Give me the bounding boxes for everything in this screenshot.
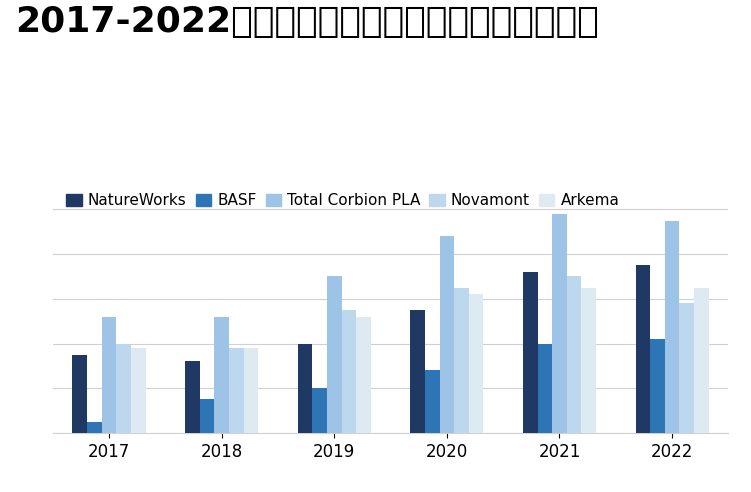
Bar [425, 370, 439, 433]
Bar [680, 303, 694, 433]
Bar [72, 355, 87, 433]
Bar [538, 343, 552, 433]
Bar [523, 272, 538, 433]
Bar [454, 288, 469, 433]
Bar [581, 288, 596, 433]
Bar [297, 343, 312, 433]
Bar [552, 214, 567, 433]
Bar [200, 400, 214, 433]
Bar [650, 339, 665, 433]
Bar [243, 348, 258, 433]
Bar [342, 310, 356, 433]
Bar [229, 348, 243, 433]
Bar [694, 288, 709, 433]
Bar [185, 362, 200, 433]
Bar [87, 422, 101, 433]
Bar [327, 277, 342, 433]
Bar [635, 265, 650, 433]
Text: 2017-2022年全球生物塑料包装主要企业营收变化: 2017-2022年全球生物塑料包装主要企业营收变化 [15, 5, 599, 39]
Bar [439, 236, 454, 433]
Legend: NatureWorks, BASF, Total Corbion PLA, Novamont, Arkema: NatureWorks, BASF, Total Corbion PLA, No… [60, 187, 626, 215]
Bar [101, 317, 116, 433]
Bar [312, 388, 327, 433]
Bar [410, 310, 425, 433]
Bar [116, 343, 131, 433]
Bar [131, 348, 146, 433]
Bar [567, 277, 581, 433]
Bar [665, 220, 680, 433]
Bar [469, 294, 484, 433]
Bar [214, 317, 229, 433]
Bar [356, 317, 371, 433]
